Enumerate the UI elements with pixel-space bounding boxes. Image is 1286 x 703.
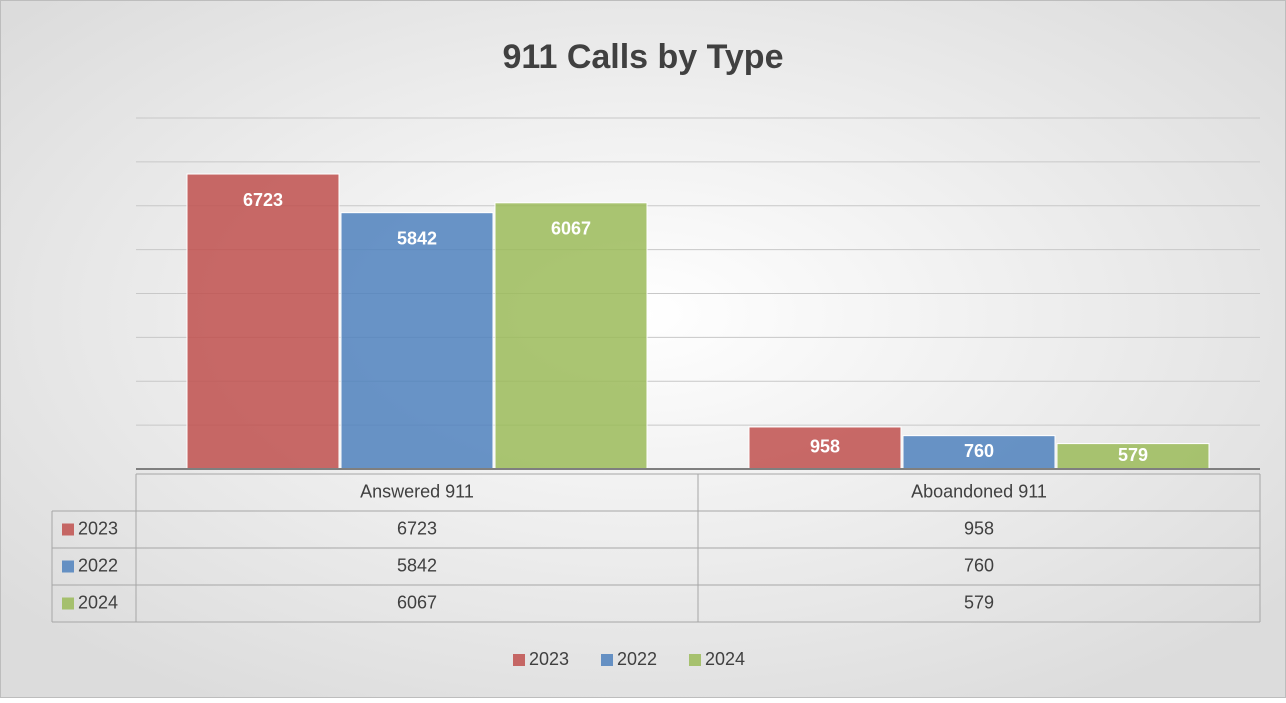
table-cell: 579 bbox=[964, 592, 994, 612]
legend-key bbox=[601, 654, 613, 666]
data-label: 760 bbox=[964, 441, 994, 461]
table-legend-key bbox=[62, 597, 74, 610]
legend-label: 2023 bbox=[529, 649, 569, 669]
legend-key bbox=[513, 654, 525, 666]
table-cell: 958 bbox=[964, 518, 994, 538]
table-header: Answered 911 bbox=[360, 481, 474, 501]
table-cell: 760 bbox=[964, 555, 994, 575]
bar bbox=[186, 173, 340, 470]
table-legend-key bbox=[62, 560, 74, 573]
table-row-label: 2024 bbox=[78, 592, 118, 612]
data-label: 6067 bbox=[551, 219, 591, 239]
table-legend-key bbox=[62, 523, 74, 536]
table-row-label: 2023 bbox=[78, 518, 118, 538]
legend-key bbox=[689, 654, 701, 666]
table-cell: 6067 bbox=[397, 592, 437, 612]
legend-label: 2024 bbox=[705, 649, 745, 669]
bar bbox=[494, 202, 648, 470]
data-label: 579 bbox=[1118, 445, 1148, 465]
table-row-label: 2022 bbox=[78, 555, 118, 575]
data-label: 5842 bbox=[397, 228, 437, 248]
table-cell: 6723 bbox=[397, 518, 437, 538]
legend-label: 2022 bbox=[617, 649, 657, 669]
data-label: 6723 bbox=[243, 190, 283, 210]
bar bbox=[340, 212, 494, 470]
table-cell: 5842 bbox=[397, 555, 437, 575]
data-label: 958 bbox=[810, 437, 840, 457]
table-header: Aboandoned 911 bbox=[911, 481, 1047, 501]
chart-title: 911 Calls by Type bbox=[503, 38, 784, 76]
